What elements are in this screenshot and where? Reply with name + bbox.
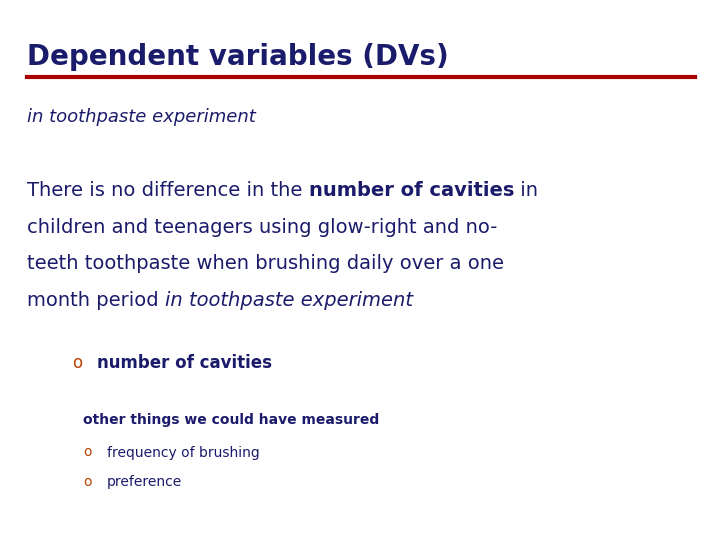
Text: in: in xyxy=(514,181,539,200)
Text: o: o xyxy=(83,475,91,489)
Text: month period: month period xyxy=(27,291,165,310)
Text: number of cavities: number of cavities xyxy=(97,354,272,372)
Text: in toothpaste experiment: in toothpaste experiment xyxy=(165,291,413,310)
Text: There is no difference in the: There is no difference in the xyxy=(27,181,309,200)
Text: preference: preference xyxy=(107,475,182,489)
Text: Dependent variables (DVs): Dependent variables (DVs) xyxy=(27,43,449,71)
Text: in toothpaste experiment: in toothpaste experiment xyxy=(27,108,256,126)
Text: children and teenagers using glow-right and no-: children and teenagers using glow-right … xyxy=(27,218,498,237)
Text: teeth toothpaste when brushing daily over a one: teeth toothpaste when brushing daily ove… xyxy=(27,254,504,273)
Text: other things we could have measured: other things we could have measured xyxy=(83,413,379,427)
Text: o: o xyxy=(83,446,91,460)
Text: number of cavities: number of cavities xyxy=(309,181,514,200)
Text: o: o xyxy=(72,354,82,372)
Text: frequency of brushing: frequency of brushing xyxy=(107,446,259,460)
